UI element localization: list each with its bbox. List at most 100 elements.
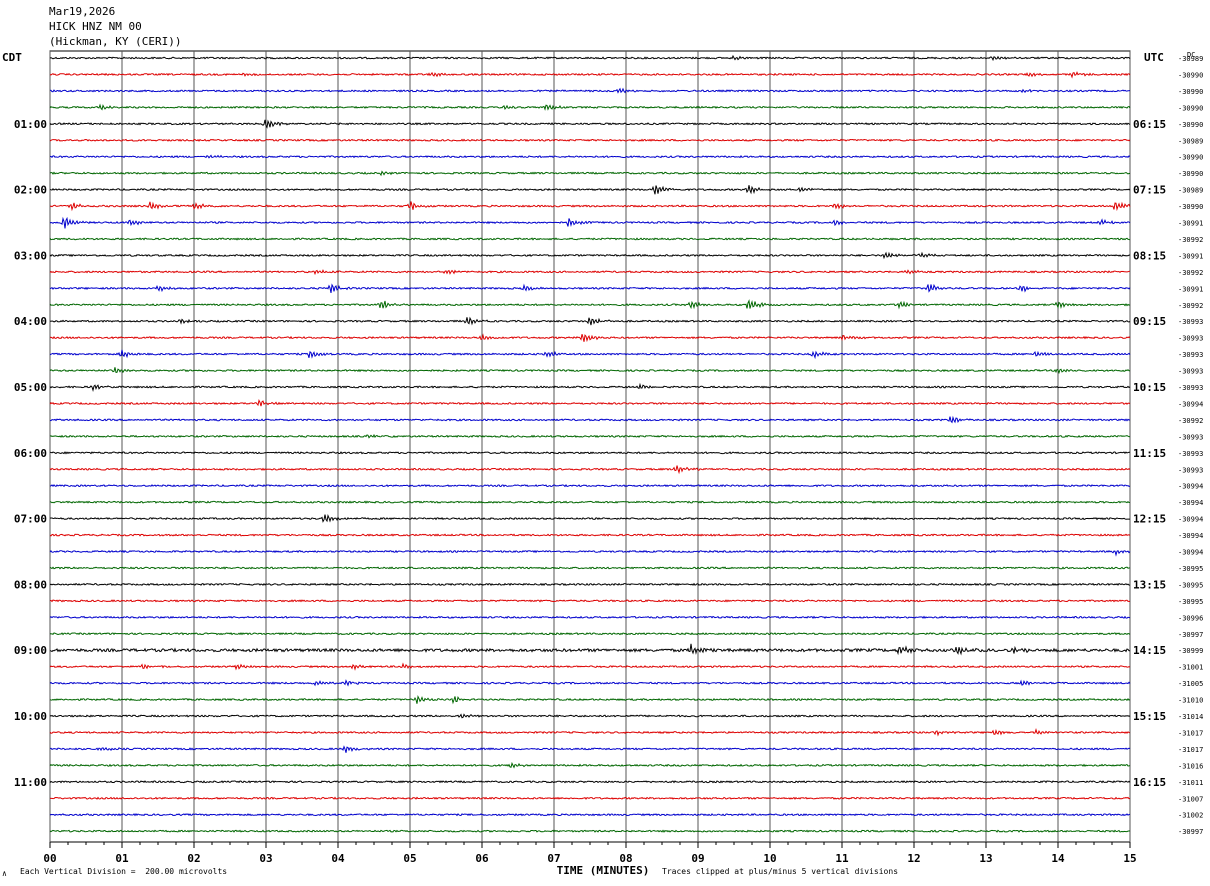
x-tick-label: 05 [403, 852, 416, 865]
dc-offset-label: -30994 [1178, 549, 1203, 557]
dc-offset-label: -30994 [1178, 532, 1203, 540]
utc-hour-label: 16:15 [1133, 776, 1166, 789]
seismic-trace [49, 299, 1131, 310]
x-tick-label: 06 [475, 852, 489, 865]
cdt-hour-label: 04:00 [14, 315, 47, 328]
dc-offset-label: -30993 [1178, 466, 1203, 474]
dc-offset-label: -30989 [1178, 187, 1203, 195]
utc-hour-label: 10:15 [1133, 381, 1166, 394]
dc-offset-label: -30994 [1178, 499, 1203, 507]
cdt-hour-label: 05:00 [14, 381, 47, 394]
dc-offset-label: -30990 [1178, 88, 1203, 96]
x-tick-label: 13 [979, 852, 992, 865]
dc-offset-label: -30999 [1178, 647, 1203, 655]
plot-frame [49, 50, 1131, 843]
dc-offset-label: -30990 [1178, 104, 1203, 112]
seismic-trace [49, 367, 1131, 375]
seismic-trace [49, 399, 1131, 407]
x-tick-label: 07 [547, 852, 560, 865]
seismic-trace [49, 316, 1131, 326]
dc-offset-label: -30989 [1178, 137, 1203, 145]
dc-offset-label: -30989 [1178, 55, 1203, 63]
cdt-axis-label: CDT [2, 51, 22, 64]
seismic-trace [49, 349, 1131, 360]
seismic-trace [49, 251, 1131, 260]
seismic-trace [49, 761, 1131, 769]
seismic-trace [49, 216, 1131, 229]
seismic-trace [49, 119, 1131, 129]
cdt-hour-label: 02:00 [14, 184, 47, 197]
cdt-hour-label: 07:00 [14, 513, 47, 526]
dc-offset-label: -30993 [1178, 318, 1203, 326]
seismic-trace [49, 643, 1131, 656]
x-tick-label: 14 [1051, 852, 1065, 865]
cdt-hour-label: 01:00 [14, 118, 47, 131]
seismic-trace [49, 713, 1131, 719]
seismic-trace [49, 679, 1131, 687]
x-tick-label: 01 [115, 852, 129, 865]
seismic-trace [49, 138, 1131, 142]
utc-hour-label: 07:15 [1133, 184, 1166, 197]
dc-offset-label: -31014 [1178, 713, 1203, 721]
seismic-trace [49, 566, 1131, 570]
seismic-trace [49, 500, 1131, 504]
dc-offset-label: -30993 [1178, 450, 1203, 458]
x-tick-label: 12 [907, 852, 920, 865]
corner-mark: ∧ [2, 869, 7, 878]
dc-offset-label: -30997 [1178, 828, 1203, 836]
x-tick-label: 04 [331, 852, 345, 865]
dc-offset-label: -30995 [1178, 598, 1203, 606]
seismic-trace [49, 745, 1131, 753]
dc-offset-label: -30996 [1178, 614, 1203, 622]
dc-offset-label: -30993 [1178, 351, 1203, 359]
dc-offset-label: -30992 [1178, 236, 1203, 244]
seismic-trace [49, 382, 1131, 392]
seismic-trace [49, 483, 1131, 488]
seismic-trace [49, 533, 1131, 537]
seismic-trace [49, 549, 1131, 557]
seismic-trace [49, 201, 1131, 212]
dc-column-label: DC [1187, 51, 1195, 59]
dc-offset-label: -30990 [1178, 71, 1203, 79]
x-tick-label: 09 [691, 852, 704, 865]
utc-hour-label: 14:15 [1133, 644, 1166, 657]
utc-hour-label: 06:15 [1133, 118, 1166, 131]
dc-offset-label: -30990 [1178, 121, 1203, 129]
seismic-trace [49, 237, 1131, 241]
dc-offset-label: -30992 [1178, 417, 1203, 425]
seismic-trace [49, 269, 1131, 276]
seismic-trace [49, 283, 1131, 294]
seismic-trace [49, 513, 1131, 523]
dc-offset-label: -30993 [1178, 433, 1203, 441]
seismic-trace [49, 662, 1131, 671]
x-tick-label: 02 [187, 852, 200, 865]
utc-hour-label: 12:15 [1133, 513, 1166, 526]
dc-offset-label: -30991 [1178, 220, 1203, 228]
seismic-trace [49, 170, 1131, 177]
x-axis-title: TIME (MINUTES) [557, 864, 650, 877]
utc-hour-label: 15:15 [1133, 710, 1166, 723]
seismic-trace [49, 694, 1131, 705]
seismic-trace [49, 71, 1131, 79]
dc-offset-label: -31007 [1178, 795, 1203, 803]
seismic-trace [49, 632, 1131, 636]
dc-offset-label: -30995 [1178, 581, 1203, 589]
seismic-trace [49, 813, 1131, 817]
utc-hour-label: 09:15 [1133, 315, 1166, 328]
cdt-hour-label: 09:00 [14, 644, 47, 657]
utc-hour-label: 11:15 [1133, 447, 1166, 460]
seismic-trace [49, 103, 1131, 111]
utc-axis-label: UTC [1144, 51, 1164, 64]
station-location: (Hickman, KY (CERI)) [49, 35, 182, 48]
dc-offset-label: -30991 [1178, 285, 1203, 293]
dc-offset-label: -31016 [1178, 762, 1203, 770]
seismic-trace [49, 451, 1131, 455]
dc-offset-label: -30992 [1178, 302, 1203, 310]
station-name: HICK HNZ NM 00 [49, 20, 142, 33]
dc-offset-label: -30992 [1178, 269, 1203, 277]
dc-offset-label: -30993 [1178, 335, 1203, 343]
seismic-trace [49, 780, 1131, 784]
dc-offset-label: -31005 [1178, 680, 1203, 688]
seismic-trace [49, 87, 1131, 94]
